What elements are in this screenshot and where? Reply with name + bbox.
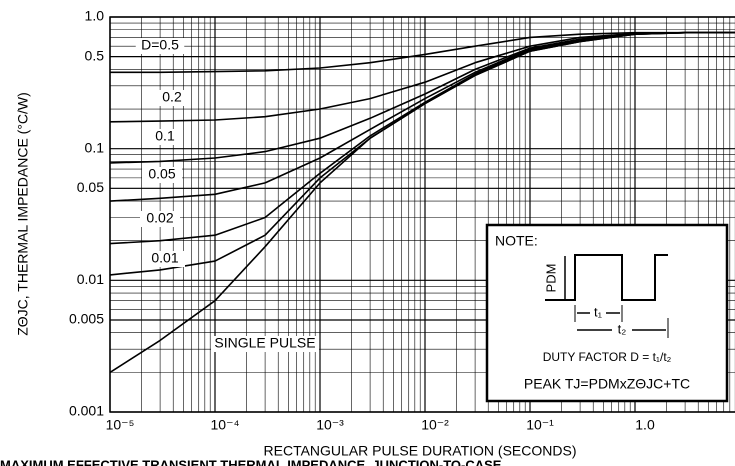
plot-frame — [109, 16, 735, 413]
pulse-shape — [545, 254, 668, 301]
curve-label-bg — [142, 167, 182, 183]
curve — [109, 31, 735, 374]
curve-label: 0.02 — [146, 210, 173, 226]
curve — [110, 31, 735, 74]
y-axis-label: ZΘJC, THERMAL IMPEDANCE (°C/W) — [15, 92, 31, 336]
curve-label: SINGLE PULSE — [214, 335, 315, 351]
t1-bg — [590, 306, 606, 320]
curve-label-bg — [156, 90, 188, 106]
curve — [109, 31, 735, 202]
y-tick-label: 0.1 — [85, 139, 105, 155]
y-tick-label: 0.01 — [77, 271, 104, 287]
x-axis-label: RECTANGULAR PULSE DURATION (SECONDS) — [264, 443, 577, 459]
curve-label-bg — [145, 251, 185, 267]
pdm-label: PDM — [543, 264, 558, 293]
note-box: NOTE: PDM t₁ t₂ DUTY FACTOR D = t₁/t₂ PEAK TJ… — [485, 223, 729, 403]
caption: MAXIMUM EFFECTIVE TRANSIENT THERMAL IMPE… — [0, 457, 502, 466]
x-tick-label: 10⁻⁵ — [106, 417, 135, 433]
curve — [109, 31, 735, 245]
y-tick-label: 1.0 — [85, 8, 105, 24]
curve-label: 0.01 — [151, 250, 178, 266]
x-tick-label: 1.0 — [635, 417, 655, 433]
t1-label: t₁ — [594, 304, 603, 319]
curve-label: D=0.5 — [141, 37, 179, 53]
y-tick-label: 0.005 — [69, 311, 104, 327]
x-tick-label: 10⁻³ — [316, 417, 344, 433]
curve-label-bg — [211, 336, 319, 352]
x-tick-label: 10⁻² — [421, 417, 449, 433]
curve-label-bg — [149, 129, 181, 145]
y-tick-label: 0.001 — [69, 403, 104, 419]
y-tick-label: 0.05 — [77, 179, 104, 195]
curve-label-bg — [135, 38, 185, 54]
curve — [109, 31, 735, 164]
curve-label: 0.2 — [162, 89, 182, 105]
peak-label: PEAK TJ=PDMxZΘJC+TC — [524, 376, 690, 392]
curve-label-bg — [140, 211, 180, 227]
curve-label: 0.1 — [155, 128, 175, 144]
x-tick-label: 10⁻¹ — [526, 417, 554, 433]
t2-label: t₂ — [618, 321, 627, 336]
curve-label: 0.05 — [148, 166, 175, 182]
note-title: NOTE: — [495, 233, 538, 249]
t2-bg — [612, 323, 632, 337]
duty-label: DUTY FACTOR D = t₁/t₂ — [543, 350, 672, 364]
x-tick-label: 10⁻⁴ — [211, 417, 240, 433]
y-tick-label: 0.5 — [85, 47, 105, 63]
